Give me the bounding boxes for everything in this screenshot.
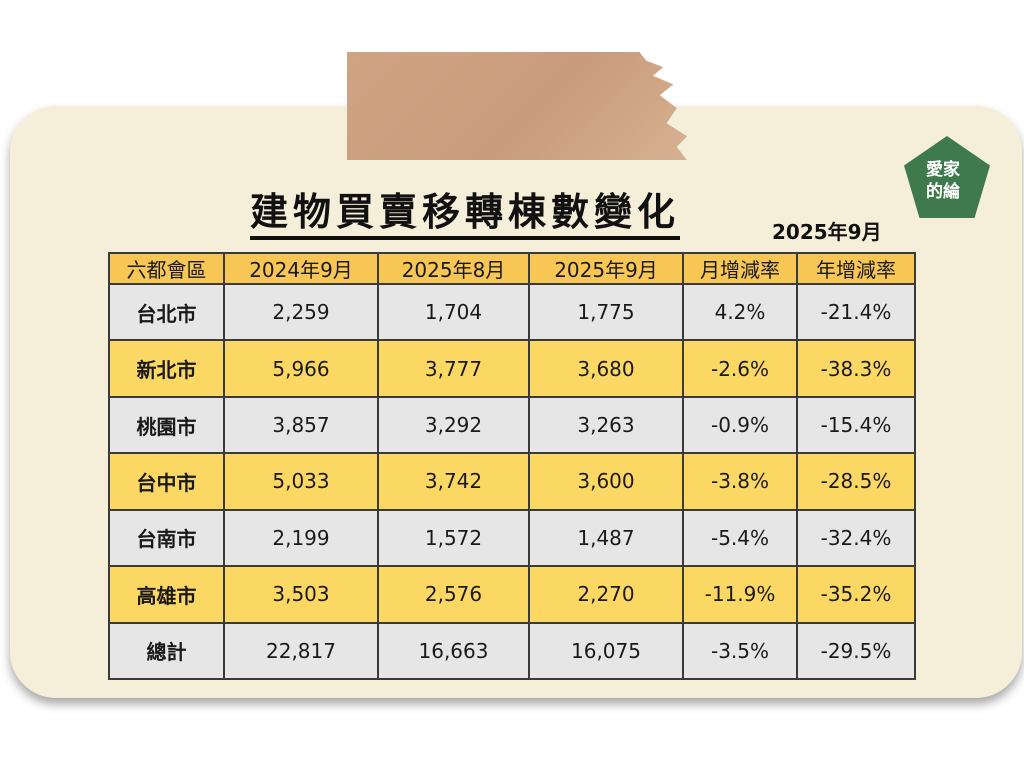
table-row: 台南市 2,199 1,572 1,487 -5.4% -32.4% <box>108 508 916 568</box>
city-cell: 台南市 <box>108 508 225 568</box>
table-cell: 3,600 <box>528 452 684 511</box>
table-cell: -3.8% <box>682 452 798 511</box>
header-cell: 六都會區 <box>108 252 225 285</box>
city-cell: 台北市 <box>108 282 225 342</box>
table-cell: 22,817 <box>223 621 379 681</box>
table-cell: -28.5% <box>796 452 916 511</box>
header-cell: 年增減率 <box>796 252 916 285</box>
table-cell: 2,199 <box>223 508 379 568</box>
table-cell: 5,033 <box>223 452 379 511</box>
total-row: 總計 22,817 16,663 16,075 -3.5% -29.5% <box>108 621 916 681</box>
page-subtitle: 2025年9月 <box>772 220 882 244</box>
table-cell: 3,742 <box>377 452 530 511</box>
table-cell: 4.2% <box>682 282 798 342</box>
logo-text-line1: 愛家 <box>926 160 960 180</box>
table-cell: 1,487 <box>528 508 684 568</box>
table-cell: -35.2% <box>796 565 916 624</box>
table-cell: -2.6% <box>682 339 798 398</box>
city-cell: 新北市 <box>108 339 225 398</box>
logo-text-line2: 的綸 <box>926 182 960 202</box>
table-cell: -5.4% <box>682 508 798 568</box>
table-cell: -3.5% <box>682 621 798 681</box>
table-cell: -21.4% <box>796 282 916 342</box>
table-cell: 3,292 <box>377 395 530 455</box>
table-header-row: 六都會區 2024年9月 2025年8月 2025年9月 月增減率 年增減率 <box>108 252 916 285</box>
table-cell: 3,263 <box>528 395 684 455</box>
table-cell: 16,663 <box>377 621 530 681</box>
table-cell: -32.4% <box>796 508 916 568</box>
transfer-table: 六都會區 2024年9月 2025年8月 2025年9月 月增減率 年增減率 台… <box>108 252 916 681</box>
table-cell: 3,857 <box>223 395 379 455</box>
table-row: 新北市 5,966 3,777 3,680 -2.6% -38.3% <box>108 339 916 398</box>
table-cell: 3,680 <box>528 339 684 398</box>
table-cell: -29.5% <box>796 621 916 681</box>
table-cell: -38.3% <box>796 339 916 398</box>
table-cell: 1,775 <box>528 282 684 342</box>
city-cell: 台中市 <box>108 452 225 511</box>
table-cell: 3,777 <box>377 339 530 398</box>
table-cell: 1,704 <box>377 282 530 342</box>
table-cell: 2,270 <box>528 565 684 624</box>
header-cell: 月增減率 <box>682 252 798 285</box>
table-row: 桃園市 3,857 3,292 3,263 -0.9% -15.4% <box>108 395 916 455</box>
page-title: 建物買賣移轉棟數變化 <box>250 190 681 240</box>
header-cell: 2025年8月 <box>377 252 530 285</box>
table-cell: 2,259 <box>223 282 379 342</box>
table-cell: -0.9% <box>682 395 798 455</box>
table-cell: 16,075 <box>528 621 684 681</box>
table-row: 高雄市 3,503 2,576 2,270 -11.9% -35.2% <box>108 565 916 624</box>
header-cell: 2024年9月 <box>223 252 379 285</box>
table-cell: 2,576 <box>377 565 530 624</box>
table-cell: 1,572 <box>377 508 530 568</box>
table-row: 台北市 2,259 1,704 1,775 4.2% -21.4% <box>108 282 916 342</box>
table-cell: -15.4% <box>796 395 916 455</box>
table-cell: 5,966 <box>223 339 379 398</box>
city-cell: 桃園市 <box>108 395 225 455</box>
city-cell: 高雄市 <box>108 565 225 624</box>
table-row: 台中市 5,033 3,742 3,600 -3.8% -28.5% <box>108 452 916 511</box>
table-cell: 3,503 <box>223 565 379 624</box>
tape-decoration <box>347 52 687 160</box>
table-cell: -11.9% <box>682 565 798 624</box>
header-cell: 2025年9月 <box>528 252 684 285</box>
total-label-cell: 總計 <box>108 621 225 681</box>
